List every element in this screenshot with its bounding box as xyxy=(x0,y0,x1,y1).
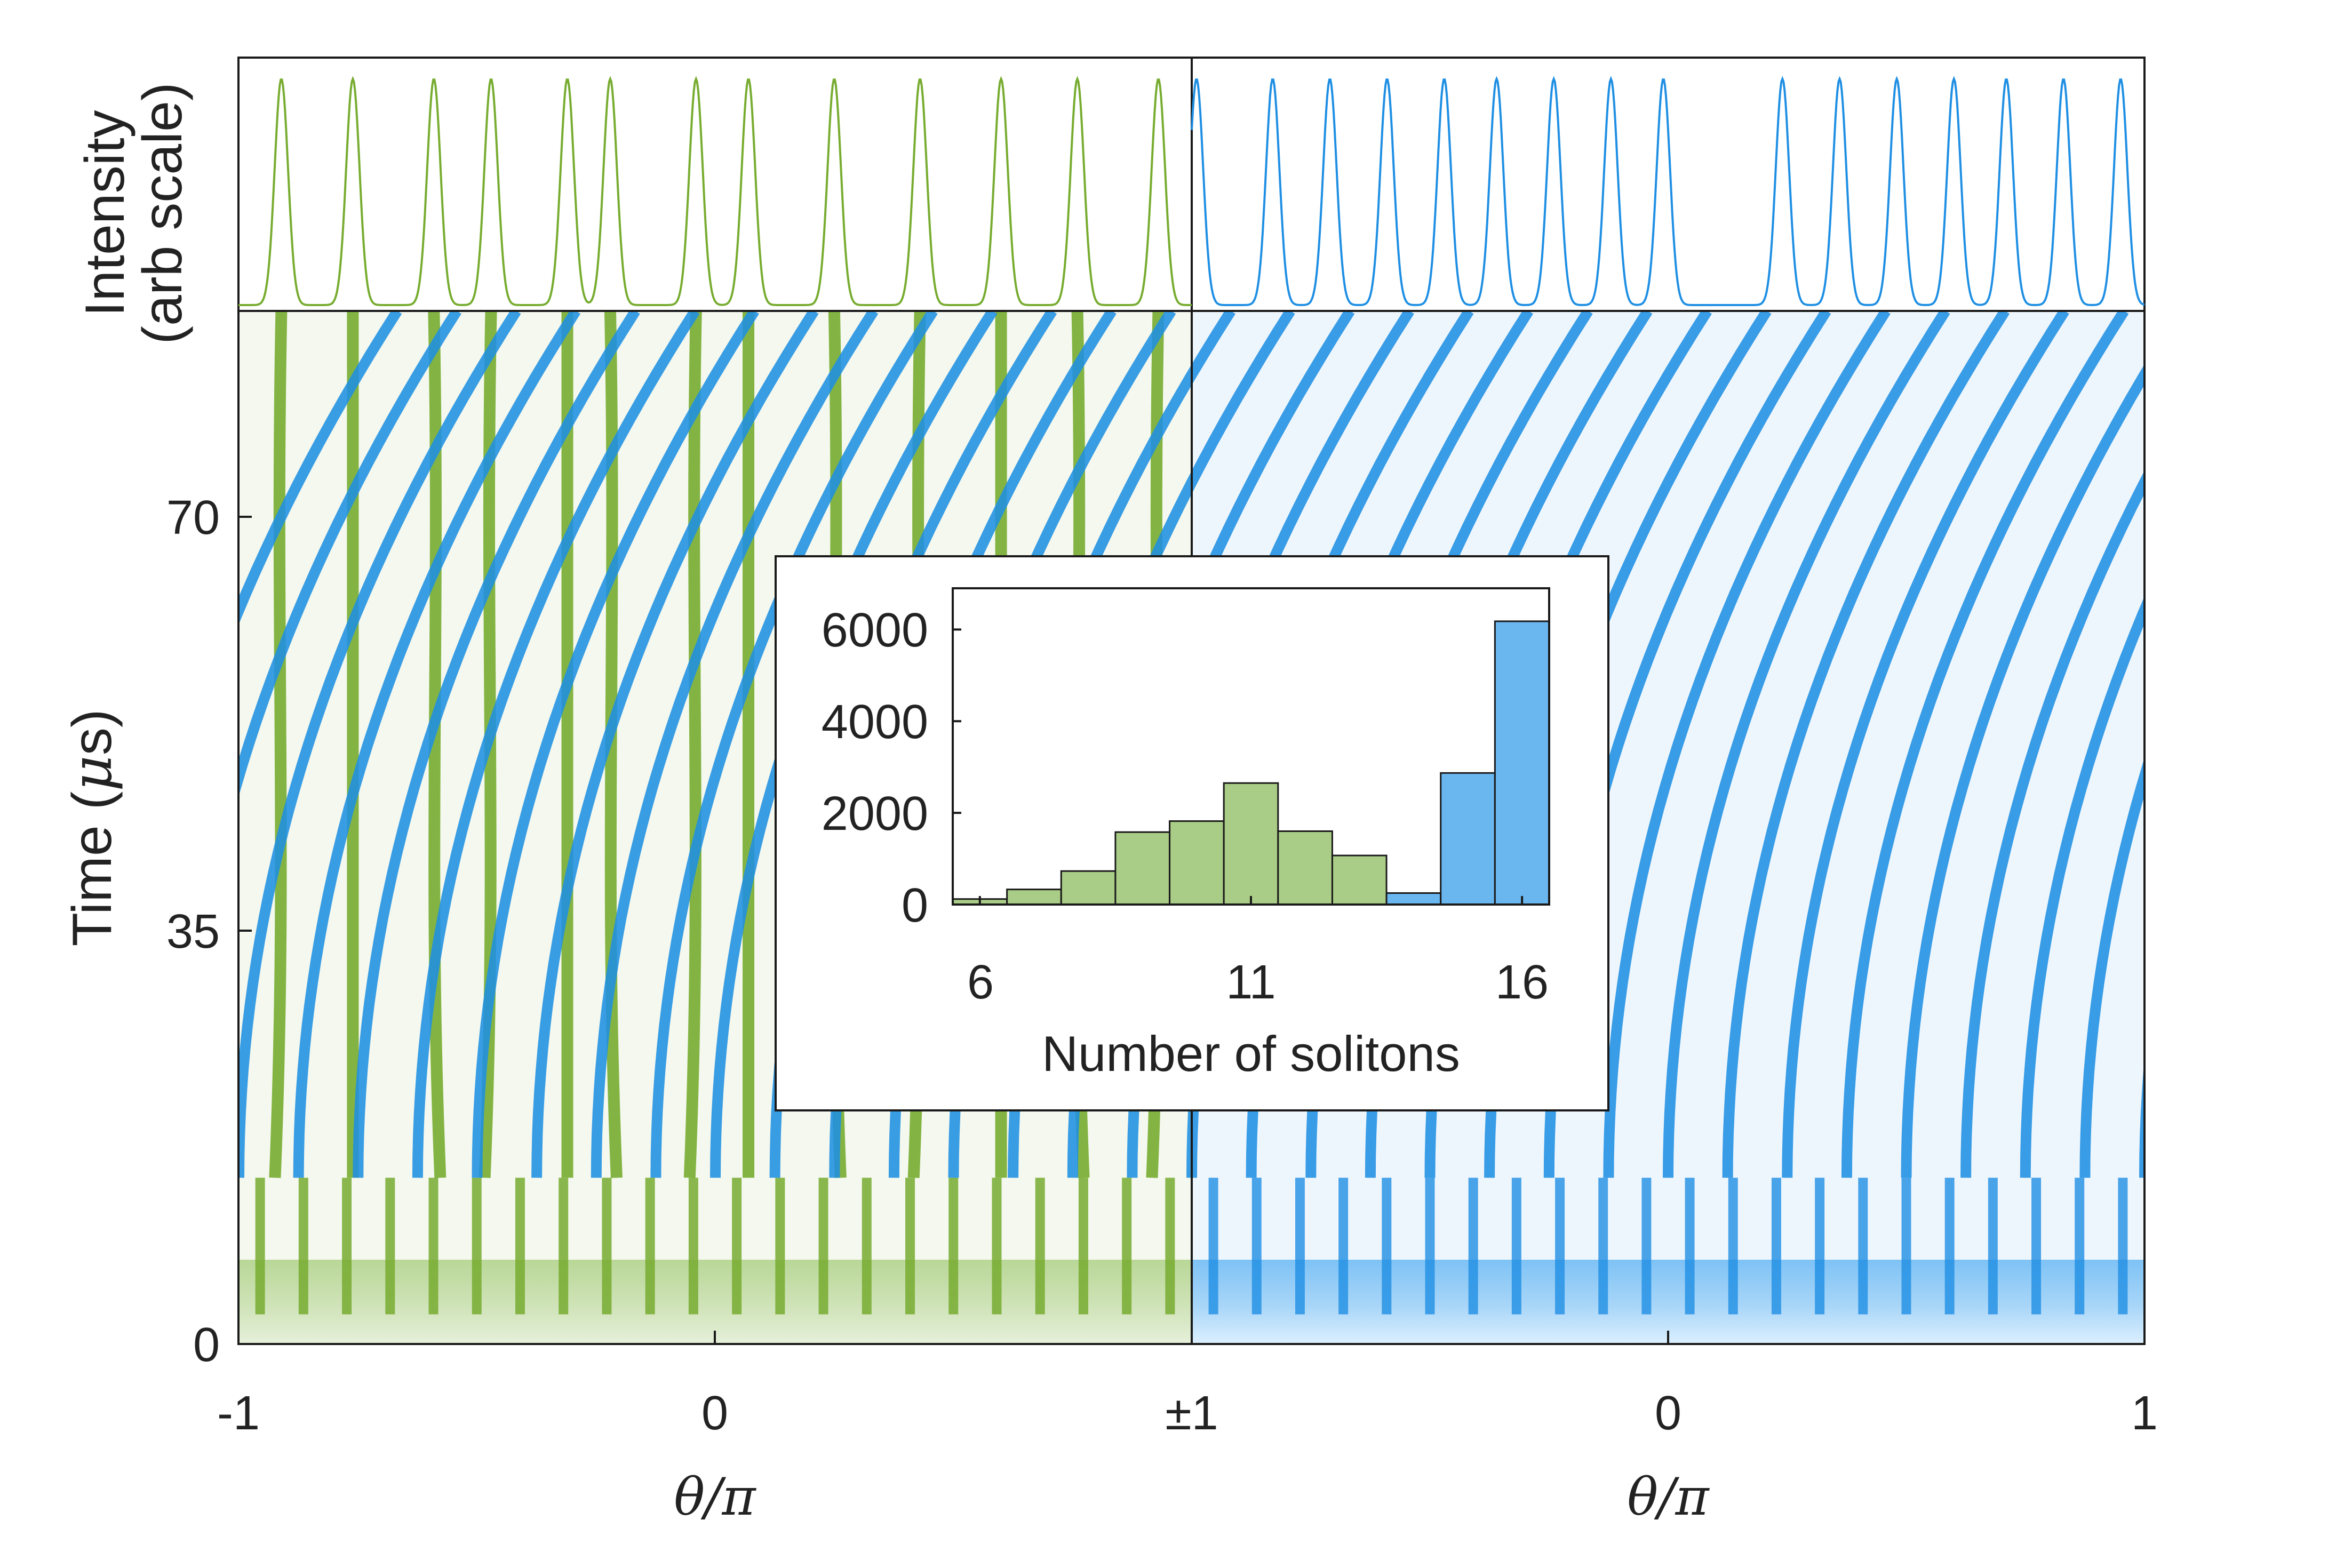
y-tick-label-0: 0 xyxy=(193,1318,220,1372)
evolution-right-base xyxy=(1192,1260,2144,1344)
stripe-right-final xyxy=(1603,311,1891,1178)
main-axes: 0 35 70 -1 0 ±1 0 1 θ/π θ/π Time (μs) In… xyxy=(59,82,2158,1527)
intensity-trace-blue xyxy=(1191,76,2145,306)
intensity-ylabel-line1: Intensity xyxy=(74,110,136,316)
inset-x-axis-title: Number of solitons xyxy=(1042,1026,1460,1082)
evolution-panel xyxy=(237,310,2352,1345)
x-tick-label-2: 0 xyxy=(701,1387,728,1440)
stripe-right-final xyxy=(472,311,759,1178)
stripe-right-final xyxy=(2020,596,2144,1178)
stripe-left-final xyxy=(269,311,288,1178)
histogram-bar-13 xyxy=(1331,854,1388,906)
inset-y-tick-label-6000: 6000 xyxy=(822,604,928,657)
x-axis-title-right: θ/π xyxy=(1627,1467,1710,1527)
x-tick-label-1: -1 xyxy=(217,1387,260,1440)
histogram-bar-12 xyxy=(1277,830,1333,906)
y-axis-title-unit: s) xyxy=(61,709,123,755)
inset: 0 2000 4000 6000 6 11 16 Number of solit… xyxy=(775,555,1609,1111)
stripe-right-final xyxy=(1901,364,2144,1178)
stripe-right-final xyxy=(1663,311,1950,1178)
stripe-right-final xyxy=(531,311,819,1178)
y-axis-title: Time (μs) xyxy=(59,709,124,946)
inset-x-tick-label-16: 16 xyxy=(1495,956,1549,1009)
inset-x-tick-label-6: 6 xyxy=(967,956,994,1009)
stripe-right-final xyxy=(2079,757,2144,1178)
histogram-bar-15 xyxy=(1440,772,1496,906)
stripe-right-final xyxy=(1960,470,2144,1178)
stripe-right-final xyxy=(293,311,581,1178)
stripe-right-final xyxy=(412,311,700,1178)
x-tick-label-5: 1 xyxy=(2131,1387,2158,1440)
stripe-right-final xyxy=(238,311,461,798)
stripe-right-final xyxy=(2139,1058,2144,1178)
histogram-bar-7 xyxy=(1006,889,1062,906)
y-axis-title-main: Time ( xyxy=(61,791,123,946)
stripe-right-final xyxy=(1782,311,2069,1178)
evolution-left-base xyxy=(238,1260,1192,1344)
stripe-right-final xyxy=(353,311,640,1178)
x-tick-label-4: 0 xyxy=(1655,1387,1681,1440)
inset-bars xyxy=(952,620,1550,906)
stripe-right-final xyxy=(238,311,402,626)
stripe-right-final xyxy=(238,311,521,1178)
y-axis-title-mu: μ xyxy=(59,755,124,791)
stripe-right-final xyxy=(2204,311,2352,1178)
stripe-right-final xyxy=(1722,311,2010,1178)
inset-y-tick-label-4000: 4000 xyxy=(822,695,928,749)
histogram-bar-16 xyxy=(1494,620,1550,906)
stripe-right-final xyxy=(1841,311,2129,1178)
histogram-bar-9 xyxy=(1114,831,1171,906)
x-axis-title-left: θ/π xyxy=(674,1467,756,1527)
intensity-panel xyxy=(237,57,2146,312)
histogram-bar-14 xyxy=(1385,892,1442,906)
histogram-bar-11 xyxy=(1223,782,1279,906)
intensity-ylabel-line2: (arb scale) xyxy=(132,82,194,344)
inset-y-tick-label-2000: 2000 xyxy=(822,787,928,841)
inset-x-tick-label-11: 11 xyxy=(1226,956,1275,1009)
stripe-left-final xyxy=(683,311,702,1178)
y-tick-label-35: 35 xyxy=(166,905,220,958)
inset-ticks xyxy=(953,628,1524,906)
stripe-right-final xyxy=(591,311,879,1178)
inset-y-tick-label-0: 0 xyxy=(902,879,928,932)
histogram-bar-10 xyxy=(1169,820,1225,906)
stripe-right-final xyxy=(650,311,938,1178)
x-tick-label-3: ±1 xyxy=(1165,1387,1218,1440)
y-tick-label-70: 70 xyxy=(166,491,220,545)
histogram-bar-8 xyxy=(1060,870,1117,906)
intensity-trace-green xyxy=(238,76,1192,306)
